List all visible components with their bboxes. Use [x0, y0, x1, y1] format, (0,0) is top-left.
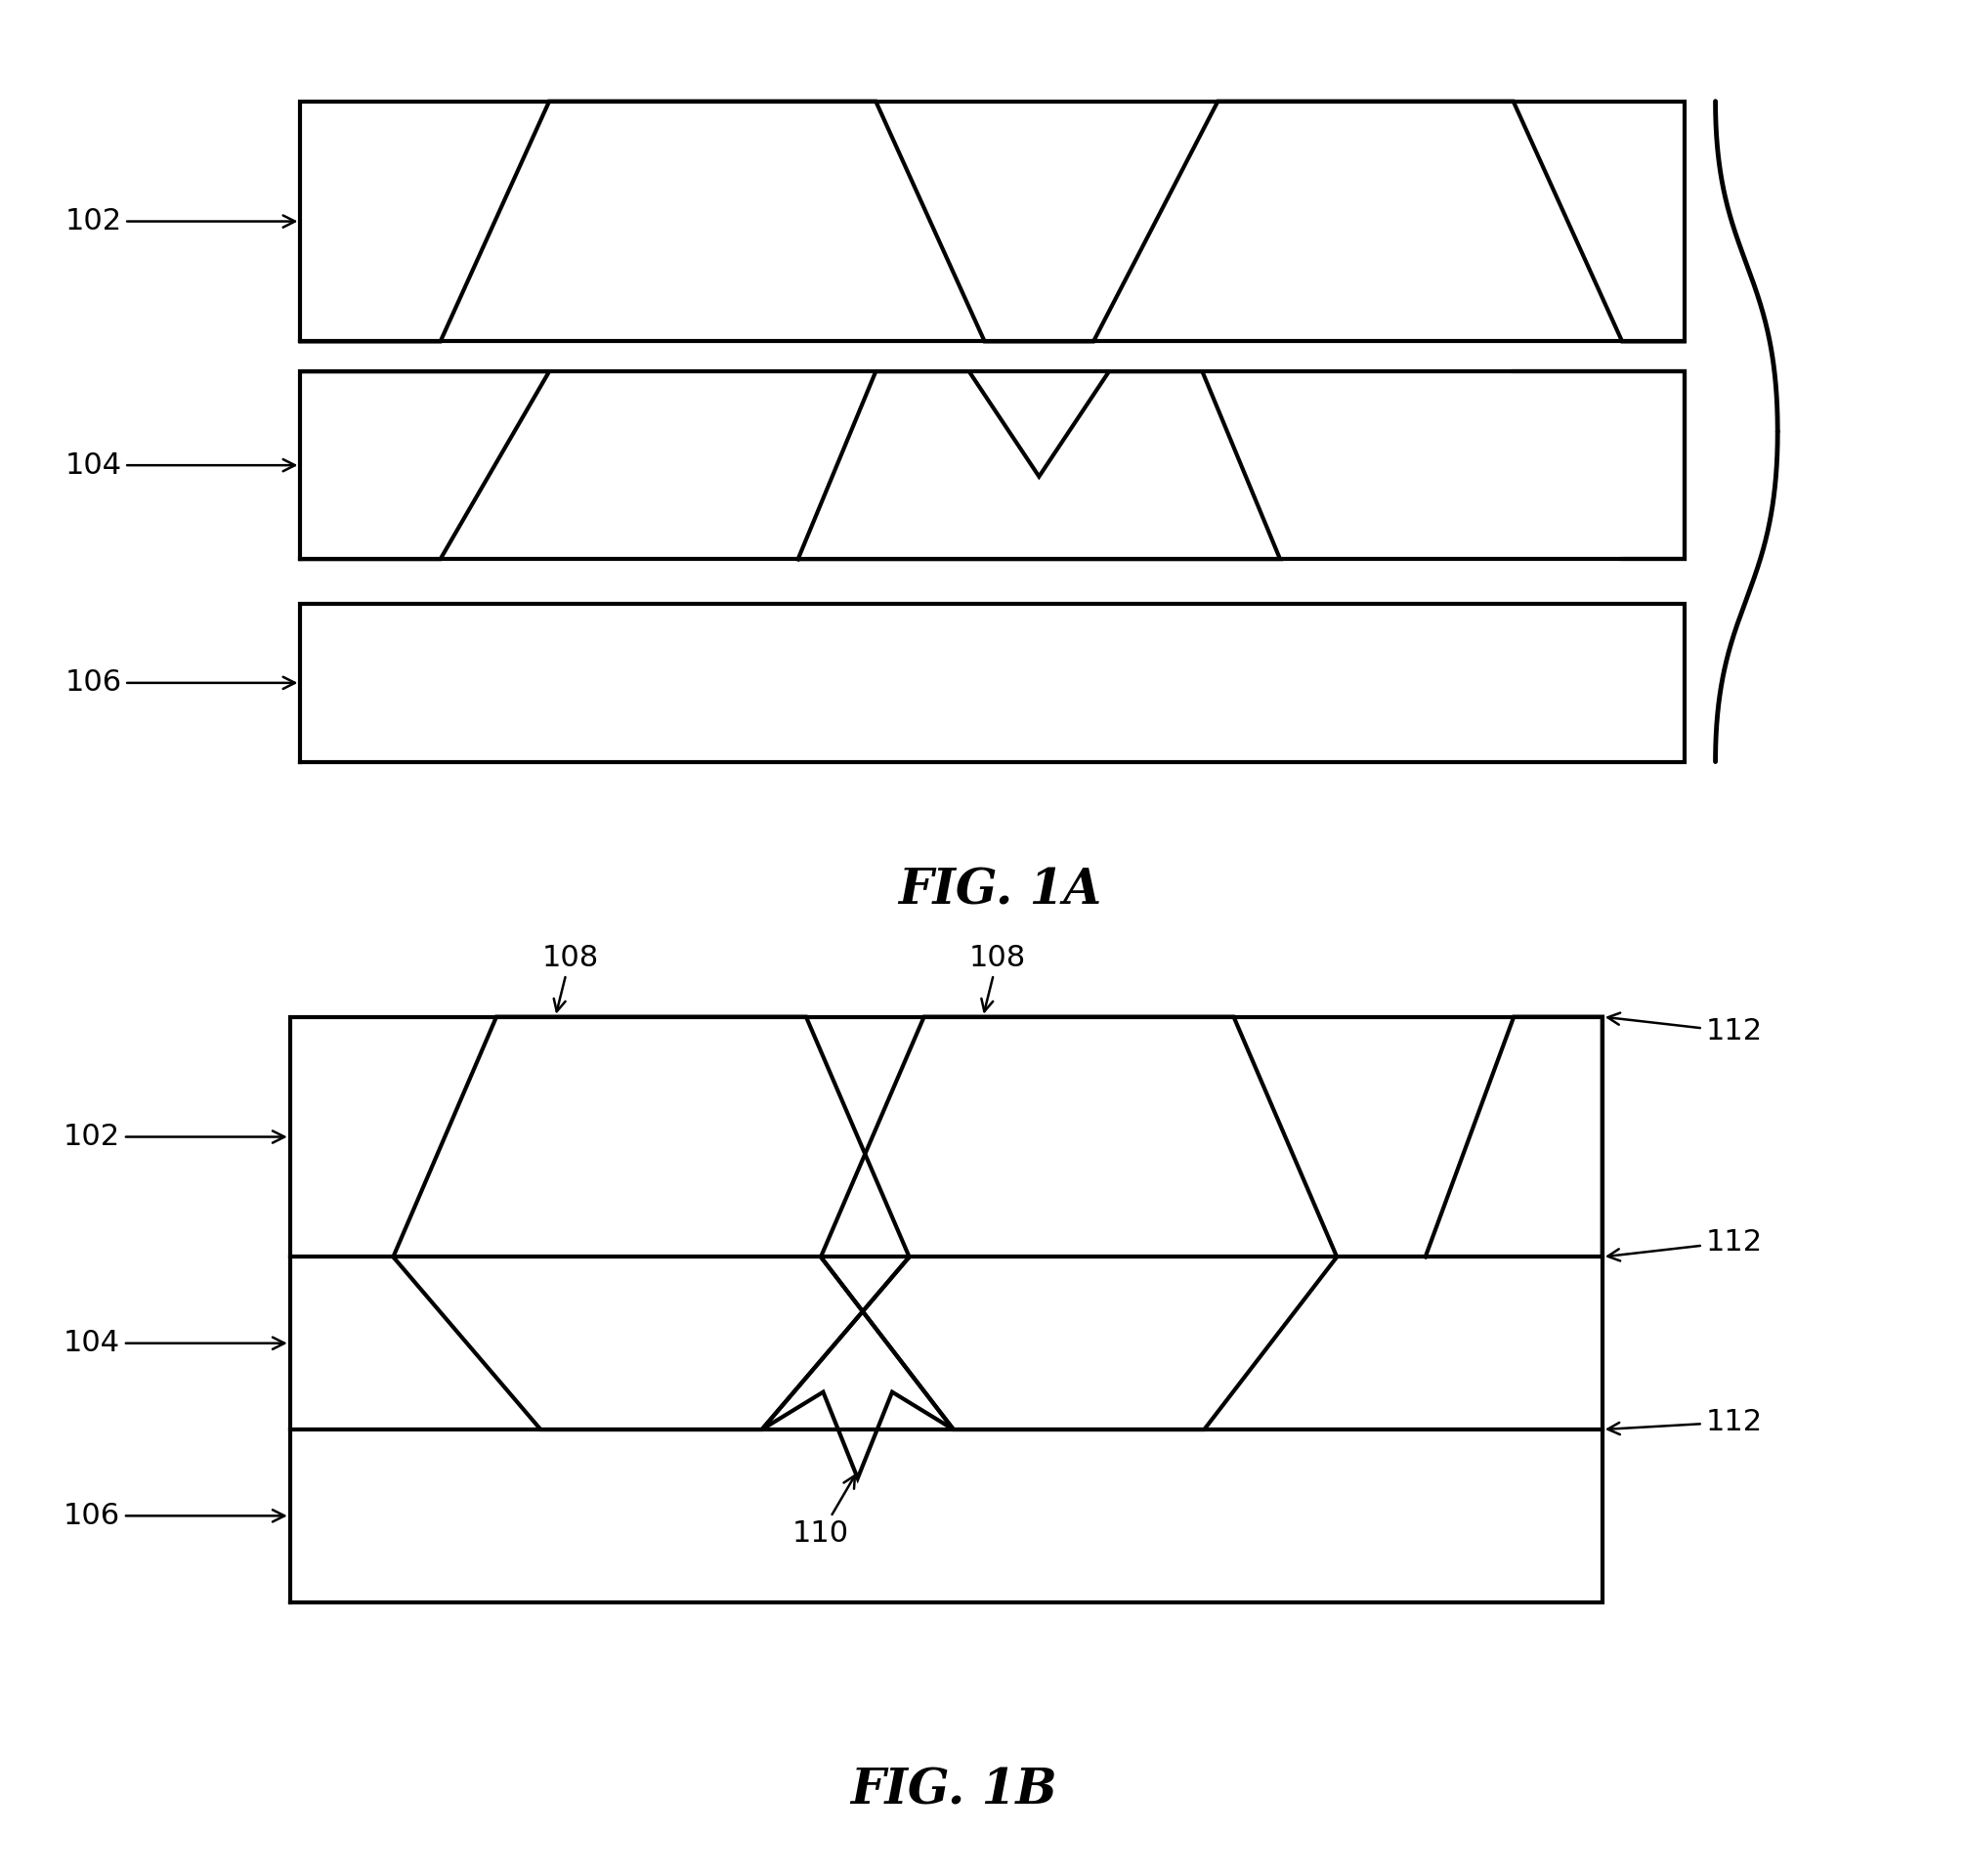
Text: FIG. 1B: FIG. 1B	[849, 1767, 1058, 1816]
Text: 102: 102	[63, 1122, 285, 1152]
Text: 112: 112	[1608, 1227, 1762, 1261]
Text: 112: 112	[1608, 1407, 1762, 1437]
Text: 108: 108	[969, 944, 1026, 1011]
Text: 106: 106	[65, 668, 295, 698]
Text: 110: 110	[792, 1476, 855, 1548]
Text: 104: 104	[65, 450, 295, 480]
Text: 102: 102	[65, 206, 295, 236]
Text: 106: 106	[63, 1501, 285, 1531]
Text: 108: 108	[543, 944, 598, 1011]
Text: FIG. 1A: FIG. 1A	[898, 867, 1101, 915]
Text: 112: 112	[1608, 1013, 1762, 1047]
Text: 104: 104	[63, 1328, 285, 1358]
